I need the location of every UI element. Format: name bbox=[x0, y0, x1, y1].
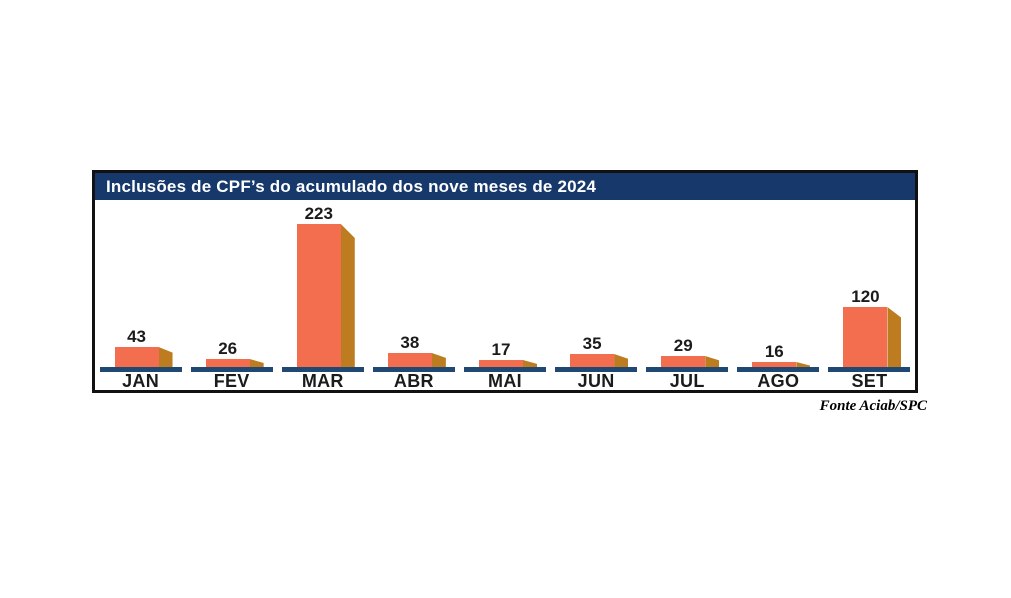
month-label: JUN bbox=[577, 371, 615, 391]
bar-value-label: 16 bbox=[764, 342, 784, 361]
month-baseline bbox=[281, 367, 364, 372]
month-baseline bbox=[737, 367, 820, 372]
bar-front bbox=[205, 359, 250, 367]
bar-side-face bbox=[796, 362, 811, 367]
bar-value-label: 120 bbox=[851, 287, 880, 306]
bar-front bbox=[296, 224, 341, 367]
bar-side-face bbox=[340, 224, 355, 367]
month-baseline bbox=[372, 367, 455, 372]
month-label: FEV bbox=[213, 371, 250, 391]
bar-group: 35 JUN bbox=[551, 200, 642, 390]
month-baseline bbox=[555, 367, 638, 372]
bar-value-label: 43 bbox=[127, 327, 146, 346]
bar-group: 16 AGO bbox=[733, 200, 824, 390]
month-baseline bbox=[646, 367, 729, 372]
bar-side-face bbox=[431, 353, 446, 367]
bar-group: 43 JAN bbox=[95, 200, 186, 390]
bar-front bbox=[570, 354, 615, 367]
bar-value-label: 17 bbox=[491, 340, 511, 359]
bar-value-label: 38 bbox=[400, 333, 420, 352]
month-label: JAN bbox=[122, 371, 160, 391]
bar-group: 38 ABR bbox=[368, 200, 459, 390]
chart-title: Inclusões de CPF’s do acumulado dos nove… bbox=[106, 177, 597, 196]
bar-value-label: 29 bbox=[673, 336, 693, 355]
month-label: JUL bbox=[669, 371, 705, 391]
bar-group: 120 SET bbox=[824, 200, 915, 390]
plot-area: 43 JAN 26 FEV 223 MAR 38 ABR 17 MAI 35 JUN 29 JUL 16 AG… bbox=[95, 200, 915, 390]
month-label: AGO bbox=[757, 371, 800, 391]
source-note: Fonte Aciab/SPC bbox=[819, 398, 927, 414]
month-baseline bbox=[190, 367, 273, 372]
chart-frame: Inclusões de CPF’s do acumulado dos nove… bbox=[92, 170, 918, 393]
bar-group: 29 JUL bbox=[642, 200, 733, 390]
bar-front bbox=[752, 362, 797, 367]
bar-front bbox=[661, 356, 706, 367]
month-label: MAR bbox=[301, 371, 344, 391]
bar-side-face bbox=[614, 354, 629, 367]
bar-front bbox=[387, 353, 432, 367]
bar-value-label: 26 bbox=[218, 339, 238, 358]
bar-side-face bbox=[705, 356, 720, 367]
bar-side-face bbox=[249, 359, 264, 367]
month-baseline bbox=[828, 367, 911, 372]
bar-group: 223 MAR bbox=[277, 200, 368, 390]
chart-title-bar: Inclusões de CPF’s do acumulado dos nove… bbox=[95, 173, 915, 200]
bar-side-face bbox=[887, 307, 902, 367]
month-baseline bbox=[463, 367, 546, 372]
bar-value-label: 223 bbox=[304, 204, 333, 223]
bar-side-face bbox=[522, 360, 537, 367]
bar-value-label: 35 bbox=[582, 334, 602, 353]
month-label: SET bbox=[851, 371, 888, 391]
bar-front bbox=[478, 360, 523, 367]
month-label: MAI bbox=[488, 371, 522, 391]
month-baseline bbox=[99, 367, 182, 372]
bar-group: 26 FEV bbox=[186, 200, 277, 390]
bar-front bbox=[843, 307, 888, 367]
month-label: ABR bbox=[393, 371, 434, 391]
bar-front bbox=[114, 347, 159, 367]
bar-group: 17 MAI bbox=[459, 200, 550, 390]
bar-side-face bbox=[158, 347, 173, 367]
